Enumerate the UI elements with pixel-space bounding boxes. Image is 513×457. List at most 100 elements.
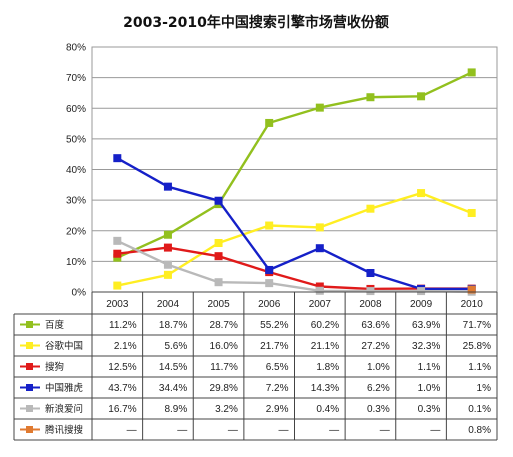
legend-marker bbox=[26, 426, 33, 433]
data-point bbox=[467, 208, 476, 217]
legend-label: 百度 bbox=[45, 319, 65, 331]
data-point bbox=[366, 204, 375, 213]
data-label: 6.2% bbox=[367, 383, 390, 394]
legend-label: 腾讯搜搜 bbox=[45, 424, 84, 436]
data-label: 2.9% bbox=[266, 404, 289, 415]
data-label: — bbox=[430, 425, 440, 436]
data-label: 2.1% bbox=[114, 341, 137, 352]
data-label: 11.7% bbox=[210, 362, 238, 373]
data-point bbox=[163, 243, 172, 252]
axis-layer: 0% 10% 20% 30% 40% 50% 60% 70% 80% bbox=[66, 43, 86, 299]
data-label: 21.1% bbox=[311, 341, 339, 352]
data-label: 1% bbox=[477, 383, 492, 394]
series-line bbox=[116, 71, 473, 259]
data-label: 0.3% bbox=[367, 404, 390, 415]
x-tick-label: 2008 bbox=[359, 299, 382, 310]
data-point bbox=[163, 260, 172, 269]
data-point bbox=[315, 103, 324, 112]
data-point bbox=[315, 282, 324, 291]
data-point bbox=[315, 223, 324, 232]
data-label: 0.8% bbox=[468, 425, 491, 436]
data-table: 2003 2004 2005 2006 2007 2008 2009 2010 百度 11.2% 1… bbox=[13, 291, 498, 441]
legend-label: 新浪爱问 bbox=[45, 403, 83, 415]
series-line bbox=[116, 157, 472, 291]
data-label: 1.1% bbox=[418, 362, 441, 373]
data-label: 1.1% bbox=[468, 362, 491, 373]
x-tick-label: 2010 bbox=[461, 299, 484, 310]
data-point bbox=[163, 182, 172, 191]
series-line bbox=[117, 191, 473, 287]
data-label: 0.3% bbox=[418, 404, 441, 415]
data-point bbox=[265, 221, 274, 230]
x-tick-label: 2005 bbox=[207, 299, 230, 310]
data-label: — bbox=[329, 425, 339, 436]
data-point bbox=[113, 249, 122, 258]
legend-marker bbox=[26, 405, 33, 412]
data-point bbox=[214, 252, 223, 261]
data-label: 11.2% bbox=[109, 320, 137, 331]
series-line bbox=[116, 239, 472, 293]
data-point bbox=[113, 236, 122, 245]
data-label: 16.0% bbox=[210, 341, 238, 352]
data-label: 63.6% bbox=[361, 320, 389, 331]
data-point bbox=[163, 230, 172, 239]
legend-marker bbox=[26, 321, 33, 328]
data-point bbox=[417, 92, 426, 101]
data-label: 55.2% bbox=[260, 320, 288, 331]
data-label: 6.5% bbox=[266, 362, 289, 373]
x-tick-label: 2006 bbox=[258, 299, 281, 310]
data-point bbox=[315, 244, 324, 253]
data-label: 1.0% bbox=[367, 362, 390, 373]
data-label: 27.2% bbox=[361, 341, 389, 352]
y-tick-label: 20% bbox=[66, 226, 86, 237]
data-point bbox=[467, 68, 476, 77]
y-tick-label: 40% bbox=[66, 165, 86, 176]
data-label: 7.2% bbox=[266, 383, 289, 394]
data-point bbox=[417, 189, 426, 198]
data-label: 8.9% bbox=[164, 404, 187, 415]
data-point bbox=[417, 287, 426, 296]
data-label: 29.8% bbox=[210, 383, 238, 394]
data-point bbox=[265, 118, 274, 127]
data-point bbox=[265, 279, 274, 288]
data-point bbox=[163, 270, 172, 279]
data-label: 32.3% bbox=[412, 341, 440, 352]
data-point bbox=[366, 269, 375, 278]
data-label: 60.2% bbox=[311, 320, 339, 331]
legend-label: 中国雅虎 bbox=[45, 382, 83, 394]
series-line bbox=[117, 246, 472, 291]
x-tick-label: 2007 bbox=[309, 299, 332, 310]
data-point bbox=[366, 287, 375, 296]
data-label: 3.2% bbox=[215, 404, 238, 415]
data-point bbox=[113, 154, 122, 163]
data-label: 18.7% bbox=[159, 320, 187, 331]
data-label: 34.4% bbox=[159, 383, 187, 394]
data-label: 71.7% bbox=[463, 320, 491, 331]
data-point bbox=[366, 93, 375, 102]
data-point bbox=[214, 278, 223, 287]
data-label: 16.7% bbox=[108, 404, 136, 415]
data-label: 43.7% bbox=[108, 383, 136, 394]
data-point bbox=[467, 285, 476, 294]
y-tick-label: 70% bbox=[66, 73, 86, 84]
legend-label: 搜狗 bbox=[45, 361, 64, 373]
y-tick-label: 30% bbox=[66, 196, 86, 207]
data-label: 28.7% bbox=[210, 320, 238, 331]
data-label: 25.8% bbox=[463, 341, 491, 352]
data-label: 14.3% bbox=[311, 383, 339, 394]
legend-label: 谷歌中国 bbox=[45, 340, 83, 352]
y-tick-label: 10% bbox=[66, 257, 86, 268]
chart-title: 2003-2010年中国搜索引擎市场营收份额 bbox=[123, 14, 389, 31]
legend-marker bbox=[26, 363, 33, 370]
y-tick-label: 0% bbox=[72, 288, 87, 299]
data-label: 5.6% bbox=[164, 341, 187, 352]
data-label: 14.5% bbox=[159, 362, 187, 373]
legend-marker bbox=[26, 384, 33, 391]
x-tick-label: 2003 bbox=[106, 299, 129, 310]
data-label: 12.5% bbox=[108, 362, 136, 373]
data-label: 21.7% bbox=[260, 341, 288, 352]
grid-layer bbox=[91, 46, 498, 293]
data-label: — bbox=[127, 425, 137, 436]
